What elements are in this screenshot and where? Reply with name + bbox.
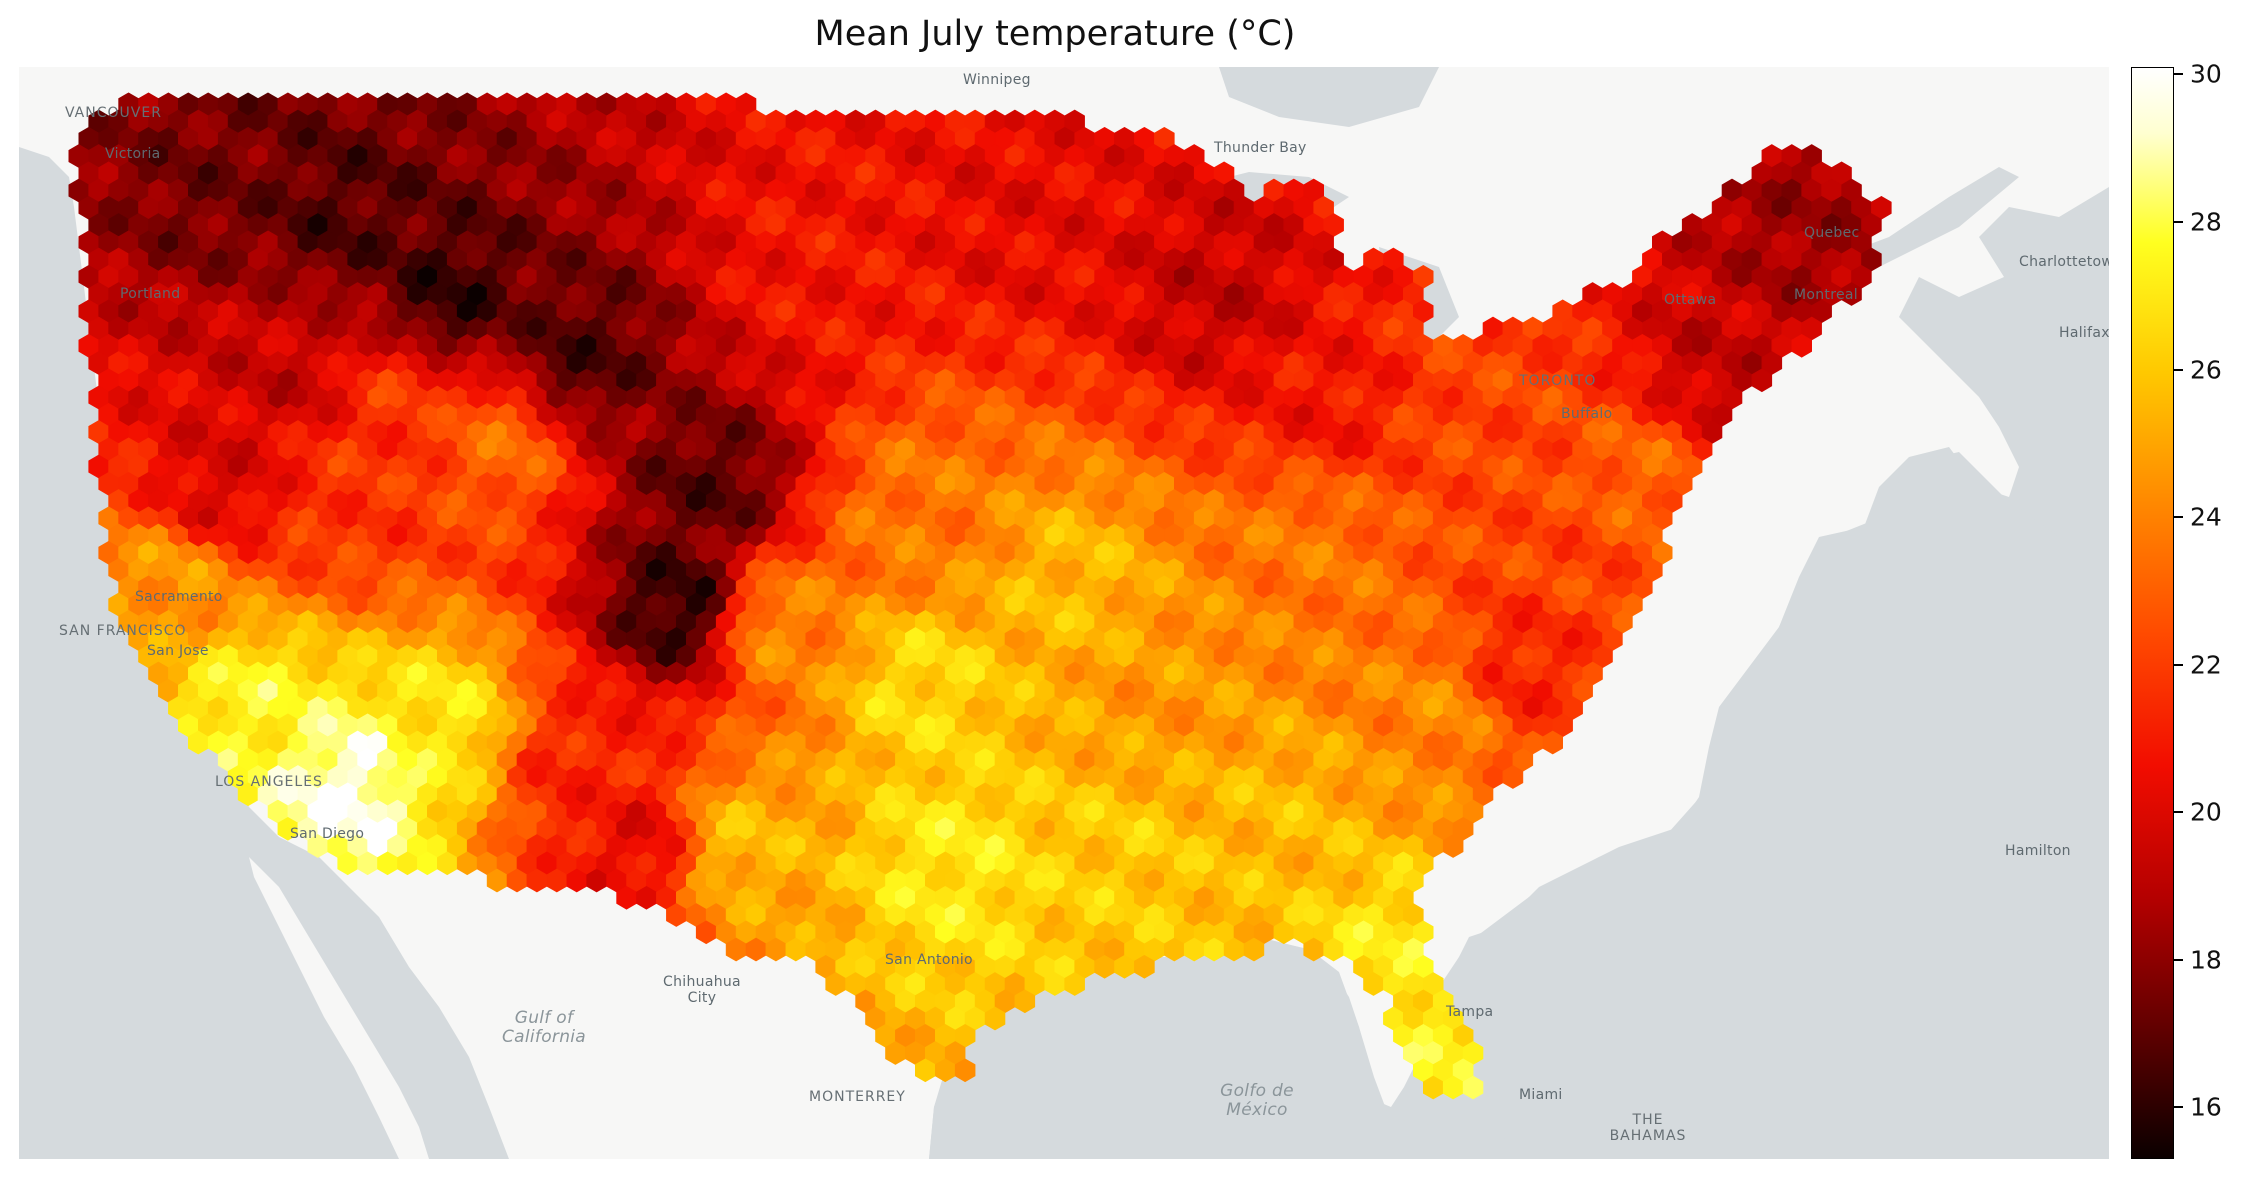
colorbar-tick-label: 20	[2190, 797, 2222, 827]
label-montreal: Montreal	[1794, 287, 1858, 303]
label-hamilton: Hamilton	[2005, 843, 2071, 859]
colorbar	[2131, 67, 2174, 1159]
label-ottawa: Ottawa	[1664, 292, 1717, 308]
label-los-angeles: LOS ANGELES	[215, 774, 323, 790]
label-monterrey: MONTERREY	[809, 1089, 906, 1105]
colorbar-tick	[2174, 811, 2183, 814]
label-victoria: Victoria	[105, 146, 161, 162]
label-tampa: Tampa	[1446, 1004, 1494, 1020]
label-winnipeg: Winnipeg	[963, 72, 1031, 88]
label-charlottetown: Charlottetown	[2019, 254, 2109, 270]
colorbar-tick-label: 18	[2190, 945, 2222, 975]
colorbar-tick-label: 30	[2190, 59, 2222, 89]
colorbar-tick	[2174, 663, 2183, 666]
label-halifax: Halifax	[2059, 325, 2109, 341]
gulf-of-california	[319, 867, 489, 1159]
colorbar-tick	[2174, 958, 2183, 961]
temperature-hex-cell	[1751, 368, 1773, 393]
temperature-hex-layer	[68, 92, 1892, 1100]
colorbar-tick-label: 16	[2190, 1092, 2222, 1122]
colorbar-tick	[2174, 516, 2183, 519]
colorbar-tick	[2174, 220, 2183, 223]
label-bahamas: THE BAHAMAS	[1609, 1112, 1687, 1144]
label-golfo-de-mexico: Golfo de México	[1220, 1081, 1294, 1120]
label-portland: Portland	[120, 286, 181, 302]
label-gulf-of-california: Gulf of California	[501, 1008, 587, 1047]
label-san-antonio: San Antonio	[885, 952, 973, 968]
label-miami: Miami	[1519, 1087, 1563, 1103]
colorbar-tick	[2174, 1106, 2183, 1109]
map-panel[interactable]: Winnipeg VANCOUVER Victoria Thunder Bay …	[19, 67, 2109, 1159]
label-san-jose: San Jose	[147, 643, 209, 659]
chart-title: Mean July temperature (°C)	[814, 14, 1296, 54]
label-thunder-bay: Thunder Bay	[1214, 140, 1307, 156]
colorbar-tick-label: 22	[2190, 650, 2222, 680]
colorbar-tick-label: 26	[2190, 355, 2222, 384]
colorbar-tick	[2174, 73, 2183, 76]
label-chihuahua-city: Chihuahua City	[663, 974, 741, 1006]
basemap	[19, 67, 2109, 1159]
label-san-francisco: SAN FRANCISCO	[59, 623, 187, 639]
atlantic-ocean	[1419, 452, 2109, 1159]
temperature-hex-cell	[1791, 333, 1812, 358]
label-vancouver: VANCOUVER	[65, 105, 162, 121]
label-sacramento: Sacramento	[135, 589, 223, 605]
label-toronto: TORONTO	[1519, 373, 1597, 389]
label-san-diego: San Diego	[290, 826, 365, 842]
baja-peninsula	[249, 857, 429, 1159]
gulf-of-mexico	[929, 939, 1579, 1159]
label-quebec: Quebec	[1804, 225, 1860, 241]
hudson-bay	[1219, 67, 1439, 127]
colorbar-tick-label: 24	[2190, 502, 2222, 532]
label-buffalo: Buffalo	[1561, 406, 1613, 422]
temperature-hex-cell	[1841, 282, 1862, 306]
colorbar-tick-label: 28	[2190, 207, 2222, 237]
colorbar-tick	[2174, 368, 2183, 371]
